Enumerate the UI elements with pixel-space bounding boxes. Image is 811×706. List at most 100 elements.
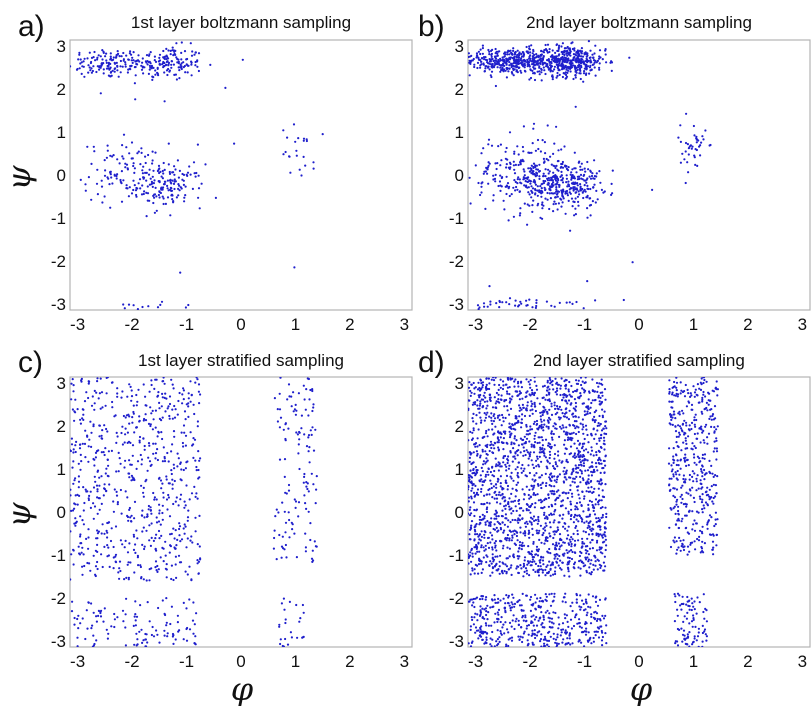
data-point (307, 490, 310, 493)
data-point (551, 182, 554, 185)
data-point (594, 560, 597, 563)
data-point (181, 402, 184, 405)
data-point (576, 59, 579, 62)
data-point (546, 550, 549, 553)
data-point (687, 153, 690, 156)
data-point (155, 521, 159, 524)
data-point (115, 494, 119, 497)
data-point (126, 431, 129, 434)
data-point (565, 431, 568, 434)
data-point (554, 179, 558, 182)
data-point (601, 58, 604, 61)
data-point (579, 62, 583, 65)
data-point (525, 569, 528, 572)
data-point (196, 60, 199, 63)
data-point (190, 579, 193, 582)
data-point (579, 422, 582, 425)
data-point (525, 572, 529, 575)
data-point (564, 387, 567, 390)
data-point (548, 547, 551, 551)
data-point (549, 552, 552, 555)
data-point (174, 168, 177, 171)
data-point (593, 470, 596, 473)
data-point (595, 409, 598, 412)
data-point (552, 388, 555, 391)
data-point (517, 305, 520, 308)
data-point (583, 381, 586, 385)
data-point (596, 429, 599, 432)
data-point (558, 73, 561, 76)
data-point (520, 302, 523, 305)
data-point (171, 179, 174, 182)
data-point (523, 435, 526, 438)
data-point (137, 388, 140, 391)
data-point (157, 606, 160, 610)
data-point (284, 150, 287, 154)
data-point (501, 515, 504, 518)
data-point (101, 406, 104, 409)
data-point (599, 396, 602, 399)
data-point (274, 515, 277, 518)
data-point (275, 558, 278, 561)
data-point (502, 380, 505, 383)
data-point (604, 420, 607, 423)
data-point (583, 184, 586, 187)
data-point (549, 535, 552, 538)
data-point (565, 492, 568, 495)
data-point (551, 383, 554, 386)
data-point (96, 537, 99, 540)
data-point (492, 379, 496, 382)
data-point (89, 506, 92, 509)
data-point (579, 55, 583, 58)
data-point (189, 380, 192, 383)
data-point (107, 632, 110, 635)
data-point (167, 405, 170, 408)
data-point (482, 62, 485, 65)
y-tick-label: 3 (57, 374, 66, 393)
data-point (98, 435, 101, 438)
data-point (561, 166, 565, 169)
data-point (315, 488, 318, 491)
data-point (480, 502, 483, 506)
data-point (95, 391, 98, 394)
data-point (74, 444, 77, 447)
data-point (505, 517, 508, 520)
y-tick-label: -3 (51, 295, 66, 314)
data-point (73, 522, 76, 525)
data-point (85, 537, 88, 541)
data-point (124, 613, 127, 616)
data-point (119, 71, 122, 74)
data-point (547, 505, 551, 508)
data-point (536, 569, 539, 572)
data-point (470, 489, 473, 492)
data-point (173, 165, 176, 168)
data-point (514, 299, 517, 302)
data-point (295, 409, 298, 412)
data-point (558, 64, 562, 67)
data-point (494, 442, 497, 445)
data-point (478, 518, 481, 521)
data-point (72, 460, 75, 463)
data-point (602, 436, 606, 439)
data-point (497, 478, 500, 481)
data-point (687, 171, 690, 174)
data-point (498, 463, 501, 466)
data-point (304, 502, 307, 505)
data-point (100, 553, 103, 556)
data-point (518, 555, 521, 558)
data-point (540, 54, 543, 57)
data-point (95, 615, 98, 618)
data-point (120, 170, 123, 173)
data-point (581, 560, 584, 563)
data-point (554, 461, 557, 464)
data-point (580, 50, 584, 53)
data-point (544, 484, 548, 487)
data-point (530, 168, 533, 172)
data-point (189, 42, 192, 45)
data-point (194, 495, 197, 498)
data-point (473, 572, 476, 575)
data-point (185, 173, 188, 176)
data-point (530, 521, 533, 524)
data-point (171, 483, 174, 486)
